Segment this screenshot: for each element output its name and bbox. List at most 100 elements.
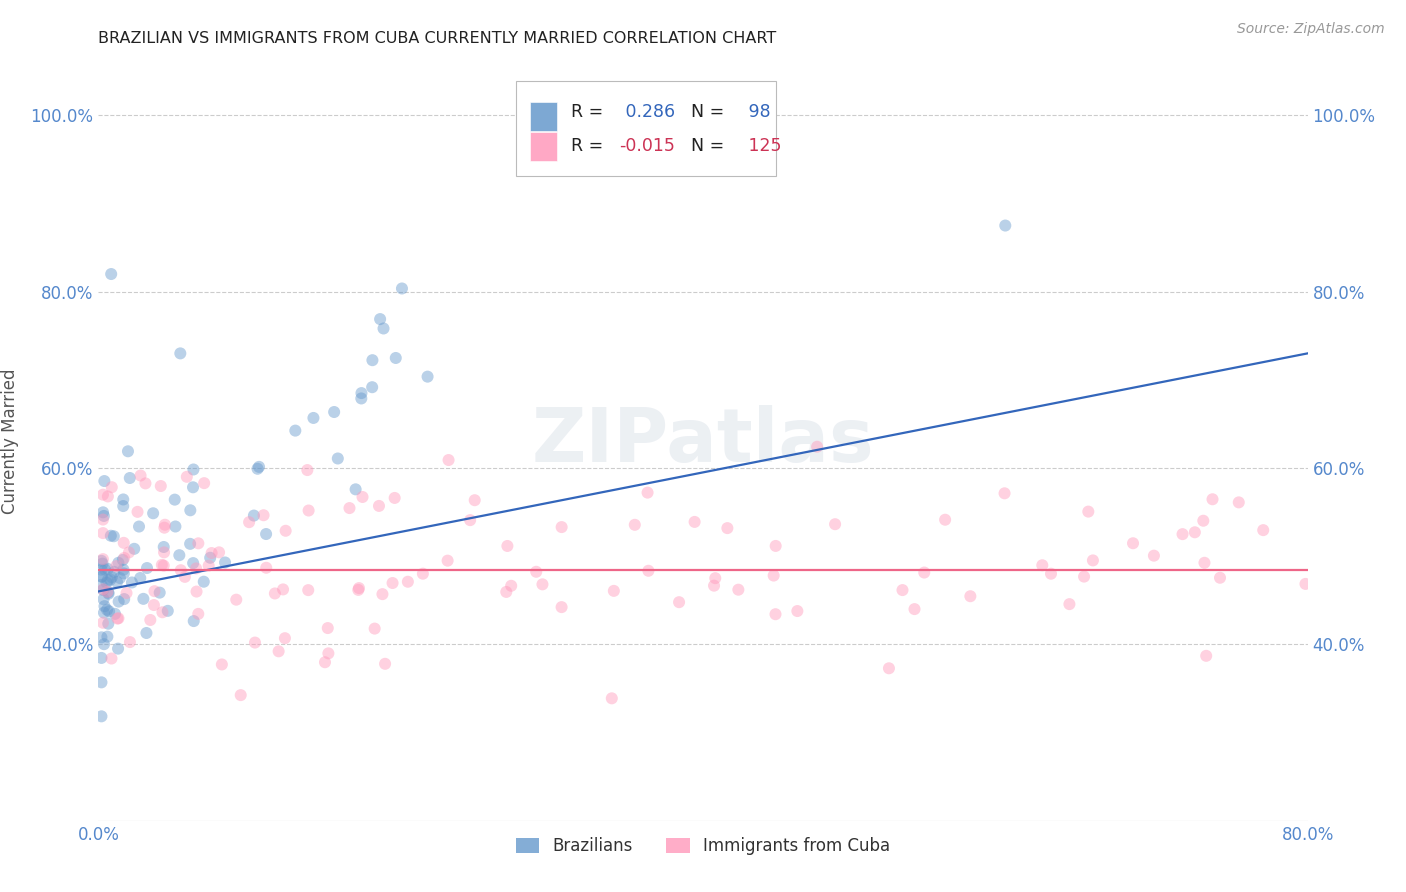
Point (93, 592, 115, 607)
Point (107, 611, 129, 625)
Point (183, 462, 205, 476)
Point (153, 545, 176, 559)
Point (765, 539, 787, 553)
Point (142, 598, 165, 612)
Point (637, 564, 659, 578)
Point (297, 463, 319, 477)
Point (1171, 527, 1194, 541)
Point (129, 571, 152, 585)
Point (91, 505, 114, 519)
Point (371, 587, 394, 601)
Point (142, 506, 165, 520)
Point (112, 566, 135, 581)
Point (959, 589, 981, 603)
Point (254, 561, 277, 575)
Text: 0.286: 0.286 (620, 103, 675, 120)
Point (1122, 536, 1144, 550)
Text: ZIPatlas: ZIPatlas (531, 405, 875, 478)
Point (100, 267, 122, 281)
Point (344, 483, 367, 497)
Point (374, 657, 396, 671)
Point (326, 451, 349, 466)
Point (806, 440, 828, 454)
Point (93, 599, 115, 614)
Legend: Brazilians, Immigrants from Cuba: Brazilians, Immigrants from Cuba (509, 830, 897, 862)
Point (121, 575, 143, 590)
Point (703, 579, 725, 593)
Point (105, 574, 128, 589)
Point (90, 569, 112, 583)
Point (197, 558, 219, 573)
Point (107, 594, 129, 608)
Point (100, 529, 122, 543)
Point (464, 493, 486, 508)
Point (247, 459, 270, 474)
Point (1194, 556, 1216, 570)
Point (129, 468, 152, 483)
Y-axis label: Currently Married: Currently Married (1, 368, 20, 515)
Point (993, 486, 1015, 500)
Point (727, 582, 749, 597)
Text: 98: 98 (742, 103, 770, 120)
Point (90, 709, 112, 723)
Point (179, 503, 201, 517)
Point (97, 573, 120, 587)
Point (225, 592, 247, 607)
Point (912, 566, 935, 580)
Point (169, 548, 191, 562)
Point (187, 607, 209, 621)
Text: N =: N = (681, 136, 730, 155)
Point (163, 492, 186, 507)
Point (91, 557, 114, 571)
Point (1227, 495, 1250, 509)
Point (153, 517, 176, 532)
Point (152, 540, 174, 554)
Text: 125: 125 (742, 136, 782, 155)
Point (316, 621, 339, 635)
Point (152, 558, 174, 573)
Point (91, 582, 114, 597)
Point (347, 581, 370, 595)
Text: N =: N = (681, 103, 730, 120)
Point (103, 565, 125, 579)
Point (112, 592, 135, 607)
Point (495, 585, 517, 599)
Point (350, 386, 373, 401)
Point (165, 519, 187, 533)
Point (1209, 571, 1232, 585)
Point (1295, 577, 1317, 591)
Point (193, 574, 215, 589)
Point (117, 444, 139, 458)
Point (550, 520, 572, 534)
Point (132, 591, 155, 606)
Point (91, 488, 114, 502)
Point (93, 508, 115, 523)
Point (284, 424, 307, 438)
Point (458, 513, 481, 527)
Point (97, 585, 120, 599)
Point (1251, 523, 1274, 537)
Point (127, 505, 149, 519)
Point (149, 479, 172, 493)
Point (1031, 558, 1053, 573)
Point (150, 558, 173, 572)
Point (107, 641, 129, 656)
Point (238, 515, 260, 529)
Point (550, 600, 572, 615)
Point (373, 321, 395, 335)
Point (170, 563, 193, 577)
Point (877, 661, 900, 675)
Point (90, 563, 112, 577)
Point (200, 550, 222, 565)
Point (267, 644, 290, 658)
Point (118, 635, 141, 649)
Point (90, 578, 112, 592)
Point (361, 380, 384, 394)
Point (112, 551, 135, 566)
Point (437, 453, 460, 467)
Point (143, 584, 166, 599)
Point (93, 637, 115, 651)
Point (186, 584, 208, 599)
Point (169, 346, 191, 360)
Point (361, 353, 384, 368)
